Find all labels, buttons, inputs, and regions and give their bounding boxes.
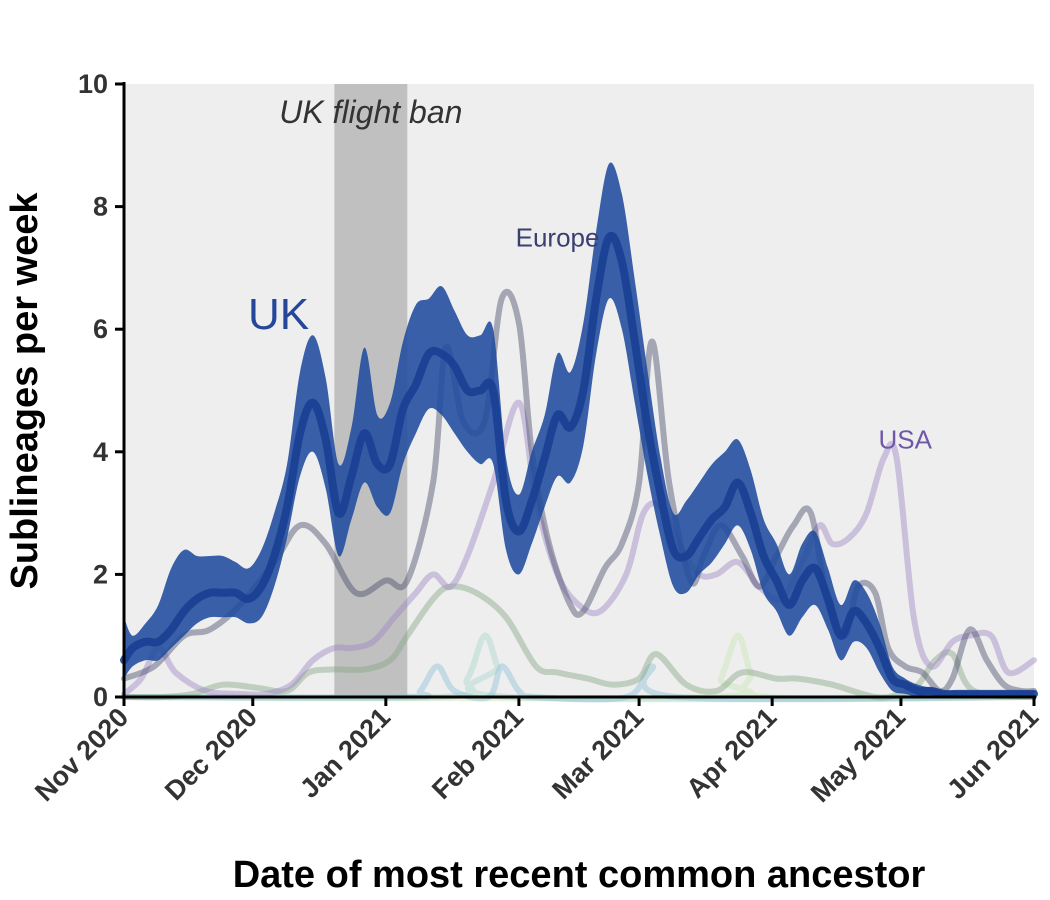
label-usa: USA bbox=[878, 425, 932, 455]
x-tick-label: Jan 2021 bbox=[294, 702, 396, 804]
y-tick-label: 2 bbox=[93, 559, 108, 589]
y-axis: 0 2 4 6 8 10 bbox=[78, 69, 126, 712]
band-uk bbox=[124, 162, 1034, 698]
flight-ban-label: UK flight ban bbox=[279, 94, 462, 130]
line-uk bbox=[120, 231, 1038, 699]
x-tick-label: Mar 2021 bbox=[546, 702, 649, 805]
x-tick-label: Feb 2021 bbox=[426, 702, 529, 805]
y-tick-label: 10 bbox=[78, 69, 108, 99]
y-tick-label: 0 bbox=[93, 682, 108, 712]
y-tick-label: 8 bbox=[93, 192, 108, 222]
y-tick-label: 6 bbox=[93, 314, 108, 344]
x-axis-title: Date of most recent common ancestor bbox=[233, 854, 926, 896]
x-tick-label: May 2021 bbox=[805, 702, 911, 808]
x-tick-label: Dec 2020 bbox=[159, 702, 263, 806]
y-axis-title: Sublineages per week bbox=[4, 192, 46, 590]
label-uk: UK bbox=[248, 290, 309, 339]
x-tick-label: Nov 2020 bbox=[29, 702, 134, 807]
line-europe bbox=[121, 288, 1037, 695]
annotation-layer: UK Europe USA bbox=[248, 222, 933, 454]
line-usa bbox=[121, 399, 1037, 698]
x-tick-label: Jun 2021 bbox=[941, 702, 1044, 805]
label-europe: Europe bbox=[516, 222, 600, 252]
x-axis: Nov 2020 Dec 2020 Jan 2021 Feb 2021 Mar 2021… bbox=[29, 695, 1044, 808]
y-tick-label: 4 bbox=[93, 437, 108, 467]
x-tick-label: Apr 2021 bbox=[681, 702, 783, 804]
